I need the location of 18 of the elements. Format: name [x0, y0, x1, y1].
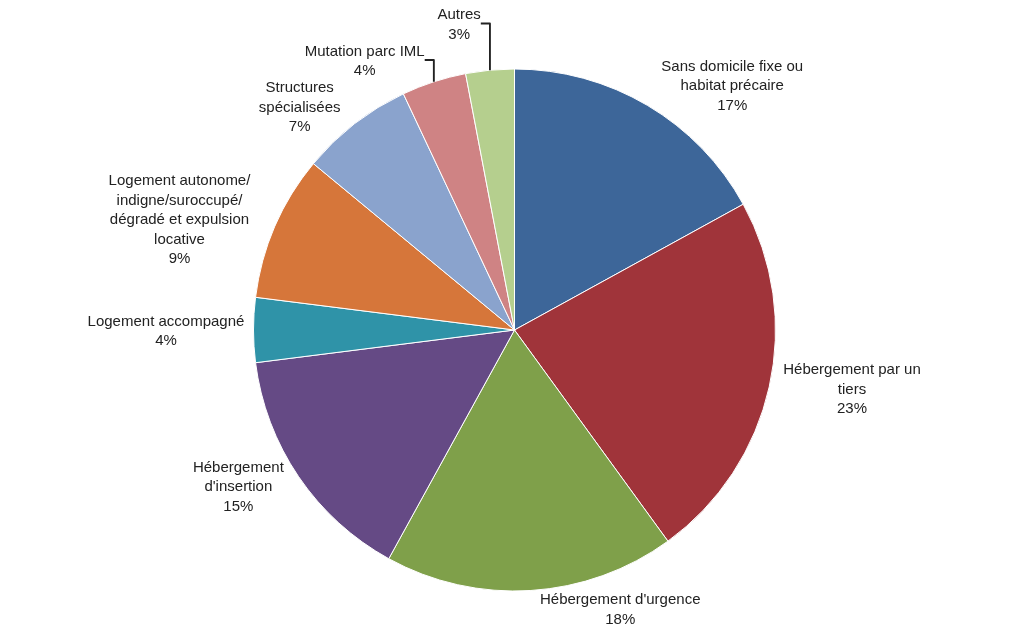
slice-label: Structures spécialisées: [258, 78, 341, 115]
data-label: 23%: [837, 399, 868, 417]
data-label: 3%: [448, 24, 470, 42]
slice-label: Hébergement d'urgence: [540, 590, 701, 608]
slice-label: Hébergement d'insertion: [192, 457, 285, 495]
slice-label: Autres: [437, 5, 481, 23]
data-label: 9%: [168, 249, 191, 267]
data-label: 18%: [605, 609, 636, 627]
data-label: 4%: [353, 61, 376, 79]
slice-label: Mutation parc IML: [304, 41, 425, 59]
slice-label: Logement accompagné: [87, 311, 245, 329]
slice-label: Hébergement par un tiers: [783, 360, 921, 397]
data-label: 17%: [717, 95, 748, 113]
data-label: 15%: [223, 496, 254, 514]
slice-label: Logement autonome/indigne/suroccupé/dégradé et expulsion locative: [108, 171, 252, 247]
slice-label: Sans domicile fixe ou habitat précaire: [661, 56, 804, 94]
data-label: 7%: [288, 117, 311, 135]
data-label: 4%: [155, 331, 177, 349]
